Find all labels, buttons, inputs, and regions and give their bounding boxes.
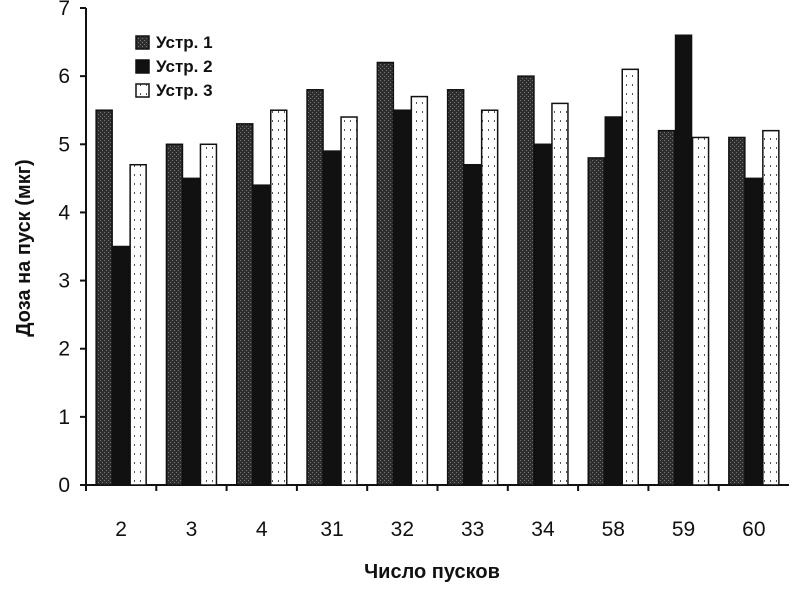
legend-label: Устр. 3 [156, 81, 213, 100]
bar-устр-3-34 [552, 103, 568, 485]
bar-устр-3-59 [693, 137, 709, 485]
bar-устр-3-3 [200, 144, 216, 485]
y-tick-label: 5 [58, 133, 70, 156]
y-tick-label: 6 [58, 65, 70, 88]
bar-устр-3-31 [341, 117, 357, 485]
bar-устр-2-58 [605, 117, 621, 485]
x-tick-label: 31 [320, 518, 343, 541]
bar-устр-1-58 [588, 158, 604, 485]
bar-устр-2-3 [183, 178, 199, 485]
y-tick-label: 1 [58, 406, 70, 429]
bar-устр-1-60 [729, 137, 745, 485]
x-tick-label: 4 [256, 518, 268, 541]
bar-устр-2-59 [676, 35, 692, 485]
bar-устр-1-2 [96, 110, 112, 485]
bar-устр-2-32 [394, 110, 410, 485]
bar-устр-3-2 [130, 165, 146, 485]
bar-устр-2-33 [465, 165, 481, 485]
x-axis-title: Число пусков [364, 561, 500, 583]
y-tick-label: 0 [58, 474, 70, 497]
x-tick-label: 60 [742, 518, 765, 541]
x-tick-label: 3 [186, 518, 198, 541]
legend-swatch [136, 36, 149, 49]
bar-устр-1-3 [166, 144, 182, 485]
bar-устр-1-34 [518, 76, 534, 485]
y-tick-label: 3 [58, 270, 70, 293]
bar-устр-3-32 [411, 97, 427, 485]
bars [96, 35, 779, 485]
x-tick-label: 58 [602, 518, 625, 541]
x-tick-label: 33 [461, 518, 484, 541]
bar-устр-2-2 [113, 247, 129, 486]
bar-устр-1-4 [237, 124, 253, 485]
bar-устр-3-60 [763, 131, 779, 485]
bar-устр-3-58 [622, 69, 638, 485]
bar-устр-2-31 [324, 151, 340, 485]
y-tick-label: 4 [58, 201, 70, 224]
x-tick-label: 34 [531, 518, 555, 541]
x-tick-label: 32 [391, 518, 414, 541]
legend-label: Устр. 2 [156, 57, 213, 76]
y-axis-title: Доза на пуск (мкг) [13, 159, 35, 336]
legend-swatch [136, 60, 149, 73]
bar-устр-1-32 [377, 63, 393, 485]
bar-устр-1-33 [448, 90, 464, 485]
bar-устр-3-33 [482, 110, 498, 485]
x-tick-label: 2 [115, 518, 127, 541]
bar-устр-2-60 [746, 178, 762, 485]
y-tick-label: 7 [58, 0, 70, 20]
bar-устр-2-4 [254, 185, 270, 485]
bar-устр-3-4 [271, 110, 287, 485]
bar-устр-2-34 [535, 144, 551, 485]
bar-устр-1-31 [307, 90, 323, 485]
bar-устр-1-59 [659, 131, 675, 485]
legend-swatch [136, 84, 149, 97]
legend: Устр. 1 Устр. 2 Устр. 3 [136, 33, 213, 100]
x-tick-label: 59 [672, 518, 695, 541]
y-tick-label: 2 [58, 338, 70, 361]
legend-label: Устр. 1 [156, 33, 213, 52]
